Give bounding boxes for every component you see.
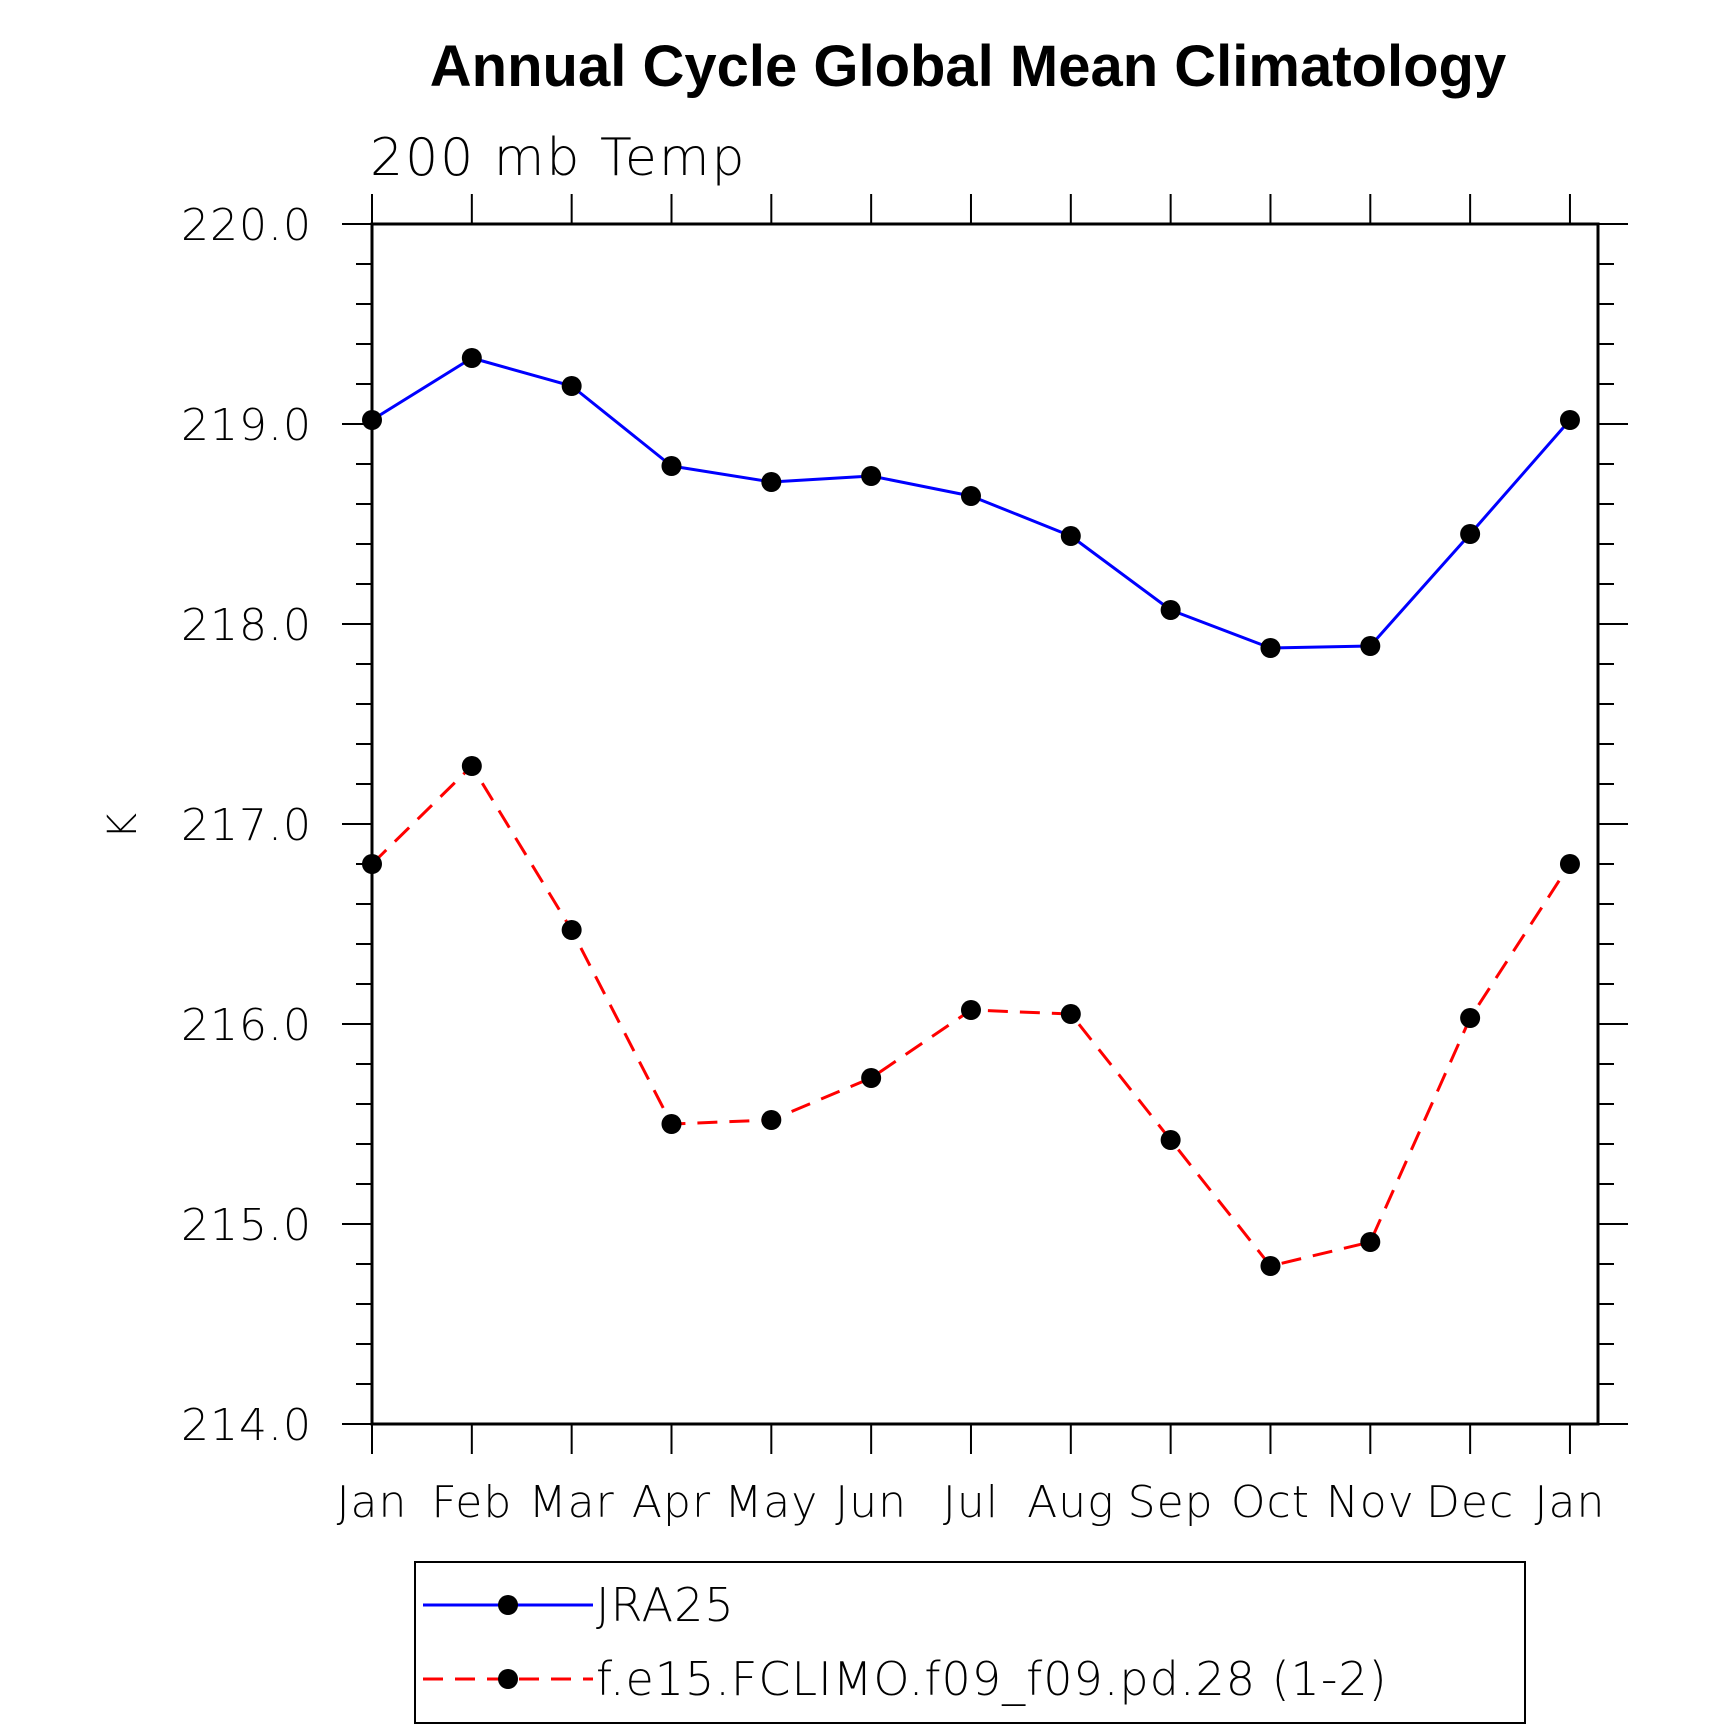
x-tick-label: Sep [1128,1477,1214,1528]
y-tick-label: 220.0 [181,200,312,251]
series-1-point [661,1114,682,1134]
series-1-point [561,920,582,940]
series-0-point [461,348,482,368]
series-1-point [1559,854,1580,874]
series-0-point [1360,636,1381,656]
y-tick-label: 214.0 [181,1400,312,1451]
series-1-point [461,756,482,776]
series-0-point [861,466,882,486]
series-0-point [1460,524,1481,544]
x-tick-label: Feb [431,1477,512,1528]
legend-label-model: f.e15.FCLIMO.f09_f09.pd.28 (1-2) [596,1652,1388,1706]
chart-title: Annual Cycle Global Mean Climatology [430,34,1506,99]
x-tick-label: Apr [632,1477,711,1528]
x-tick-label: Jun [835,1477,907,1528]
series-1-point [1060,1004,1081,1024]
series-1-point [1160,1130,1181,1150]
series-0-point [561,376,582,396]
legend-marker-model [498,1669,518,1689]
series-0-point [1160,600,1181,620]
plot-frame [370,222,1600,1426]
x-tick-label: May [724,1477,818,1528]
series-0-point [661,456,682,476]
y-tick-label: 219.0 [181,400,312,451]
x-tick-label: Jul [943,1477,999,1528]
y-tick-label: 217.0 [181,800,312,851]
y-axis-label: K [100,813,146,839]
x-tick-label: Jan [337,1477,408,1528]
series-1-point [960,1000,981,1020]
x-tick-label: Nov [1326,1477,1415,1528]
x-tick-label: Dec [1426,1477,1514,1528]
x-tick-label: Mar [529,1477,615,1528]
series-1-point [1460,1008,1481,1028]
legend-label-jra25: JRA25 [596,1578,735,1632]
legend-box [414,1561,1526,1724]
series-0-point [1559,410,1580,430]
series-0-point [960,486,981,506]
y-tick-label: 216.0 [181,1000,312,1051]
axes: 214.0 215.0 216.0 217.0 218.0 219.0 220.0 Jan Fe… [181,194,1628,1528]
series-1-point [1360,1232,1381,1252]
series-0-point [362,410,382,430]
series-0-point [1260,638,1281,658]
series-1-point [861,1068,882,1088]
x-tick-label: Jan [1535,1477,1606,1528]
y-tick-label: 215.0 [181,1200,312,1251]
series-1-point [362,854,382,874]
legend-marker-jra25 [498,1595,518,1615]
y-tick-label: 218.0 [181,600,312,651]
x-tick-label: Oct [1231,1477,1310,1528]
legend: JRA25 f.e15.FCLIMO.f09_f09.pd.28 (1-2) [423,1578,1388,1706]
series-0-point [1060,526,1081,546]
series-1-point [1260,1256,1281,1276]
x-tick-label: Aug [1027,1477,1114,1528]
series-layer [362,348,1580,1276]
series-0-point [761,472,782,492]
chart-subtitle: 200 mb Temp [370,128,747,188]
series-1-point [761,1110,782,1130]
